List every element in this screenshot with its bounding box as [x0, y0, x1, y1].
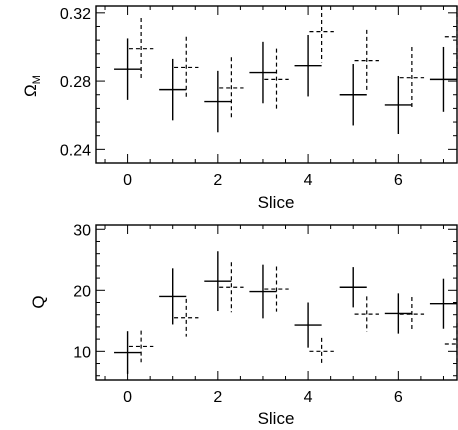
q-y-tick-label: 10: [73, 344, 91, 361]
q-error-bars: [114, 251, 458, 374]
omega-m-solid-point: [294, 35, 322, 97]
q-panel: 0 2 4 6 10 20 30 Slice Q: [29, 222, 458, 428]
omega-m-y-tick-label: 0.28: [60, 74, 91, 91]
q-dashed-point: [128, 330, 154, 363]
omega-m-y-axis-subscript: M: [31, 75, 43, 84]
q-dashed-point: [264, 266, 289, 312]
omega-m-error-bars: [114, 6, 458, 134]
omega-m-y-axis-title: ΩM: [21, 75, 43, 97]
q-dashed-point: [309, 337, 334, 365]
q-dashed-point: [219, 262, 244, 313]
q-tick-labels: 0 2 4 6 10 20 30: [73, 222, 403, 406]
q-x-tick-label: 2: [213, 389, 222, 406]
omega-m-tick-labels: 0 2 4 6 0.24 0.28 0.32: [60, 6, 403, 189]
omega-m-solid-point: [249, 41, 277, 104]
q-y-axis-title: Q: [29, 295, 48, 308]
omega-m-solid-point: [429, 46, 457, 112]
omega-m-dashed-point: [264, 48, 289, 111]
omega-m-solid-point: [114, 38, 142, 100]
q-solid-point: [429, 278, 457, 329]
q-solid-point: [384, 293, 412, 334]
q-x-tick-label: 4: [304, 389, 313, 406]
q-dashed-point: [444, 323, 458, 365]
omega-m-solid-point: [339, 64, 367, 126]
omega-m-solid-point: [384, 75, 412, 134]
q-x-axis-title: Slice: [258, 409, 295, 428]
omega-m-dashed-point: [219, 57, 244, 119]
omega-m-dashed-point: [444, 6, 458, 68]
omega-m-y-axis-symbol: Ω: [21, 84, 40, 97]
q-y-tick-label: 20: [73, 283, 91, 300]
q-x-tick-label: 0: [123, 389, 132, 406]
omega-m-solid-point: [204, 70, 232, 133]
q-dashed-point: [399, 297, 425, 332]
q-solid-point: [159, 268, 187, 325]
q-solid-point: [249, 264, 277, 319]
omega-m-y-tick-label: 0.32: [60, 6, 91, 23]
q-x-tick-label: 6: [394, 389, 403, 406]
omega-m-dashed-point: [128, 17, 154, 80]
omega-m-x-tick-label: 0: [123, 172, 132, 189]
q-solid-point: [294, 302, 322, 348]
omega-m-x-tick-label: 4: [304, 172, 313, 189]
omega-m-ticks: [96, 6, 457, 164]
q-dashed-point: [174, 298, 199, 337]
omega-m-dashed-point: [399, 46, 425, 109]
omega-m-dashed-point: [174, 36, 199, 99]
omega-m-y-tick-label: 0.24: [60, 142, 91, 159]
q-ticks: [96, 225, 457, 380]
omega-m-plot-frame: [95, 5, 458, 164]
q-solid-point: [204, 251, 232, 312]
q-solid-point: [339, 267, 367, 308]
omega-m-panel: 0 2 4 6 0.24 0.28 0.32 Slice ΩM: [21, 5, 458, 212]
omega-m-x-axis-title: Slice: [258, 193, 295, 212]
omega-m-dashed-point: [309, 6, 334, 63]
omega-m-dashed-point: [354, 29, 379, 92]
omega-m-x-tick-label: 6: [394, 172, 403, 189]
q-solid-point: [114, 331, 142, 374]
omega-m-x-tick-label: 2: [213, 172, 222, 189]
q-dashed-point: [354, 296, 379, 332]
q-y-tick-label: 30: [73, 222, 91, 239]
omega-m-solid-point: [159, 58, 187, 121]
